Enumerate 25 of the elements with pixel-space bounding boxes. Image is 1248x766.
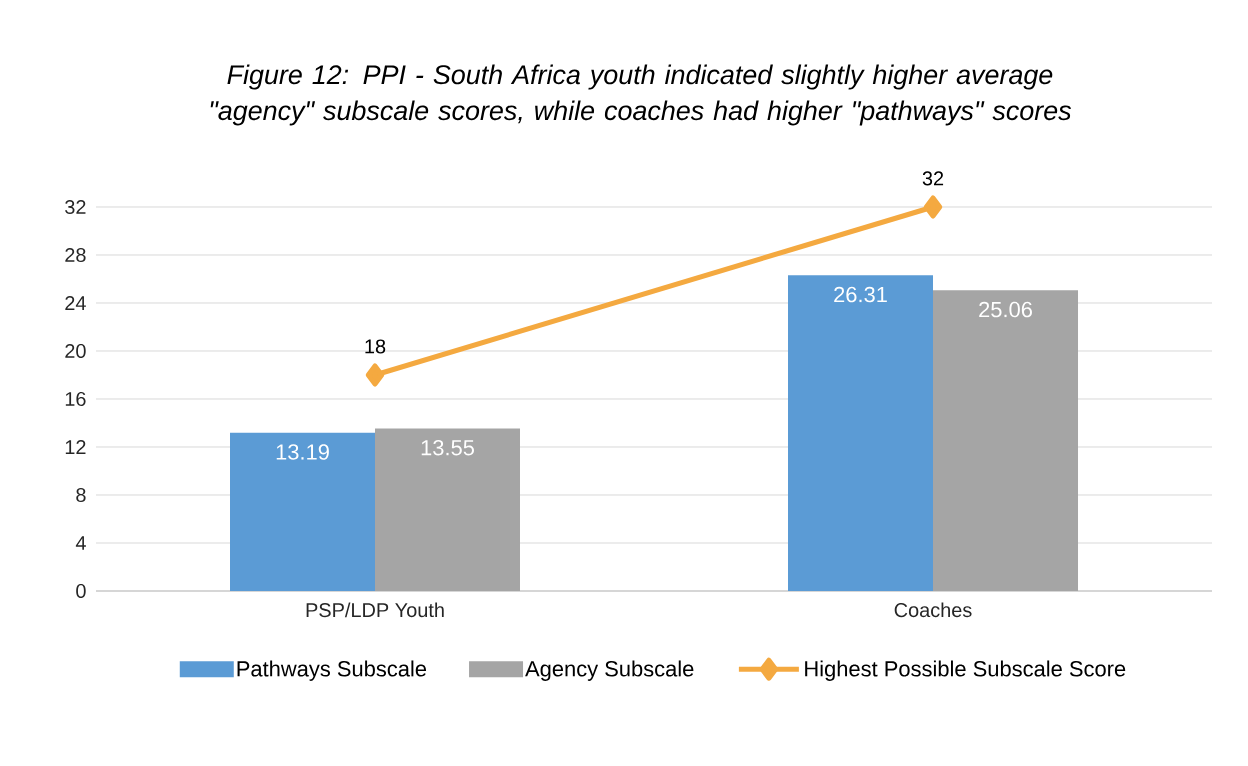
chart-title: Figure 12: PPI - South Africa youth indicated slightly higher average "agency" subscale scores, while coaches had higher "pathways" scores [210,64,1072,126]
x-tick-label: PSP/LDP Youth [306,602,444,618]
legend-label: Agency Subscale [525,660,694,681]
bar [788,275,933,591]
y-tick-label: 32 [65,199,86,215]
bar [375,428,520,591]
legend-label: Pathways Subscale [237,660,427,681]
y-tick-label: 0 [76,583,86,599]
y-tick-label: 20 [65,343,86,359]
y-tick-label: 28 [65,247,86,263]
x-tick-label: Coaches [894,602,972,618]
data-label: 26.31 [834,286,887,303]
data-label: 13.55 [421,439,474,456]
y-tick-label: 12 [65,440,86,454]
bar [230,432,375,591]
data-label: 25.06 [979,301,1032,318]
y-tick-label: 24 [65,296,86,310]
y-tick-label: 16 [65,391,86,407]
y-tick-label: 8 [76,487,86,503]
y-tick-label: 4 [75,536,86,550]
data-label: 32 [922,171,944,186]
legend-label: Highest Possible Subscale Score [805,660,1126,681]
bar [933,290,1079,591]
data-label: 13.19 [276,444,329,460]
data-label: 18 [365,339,386,354]
